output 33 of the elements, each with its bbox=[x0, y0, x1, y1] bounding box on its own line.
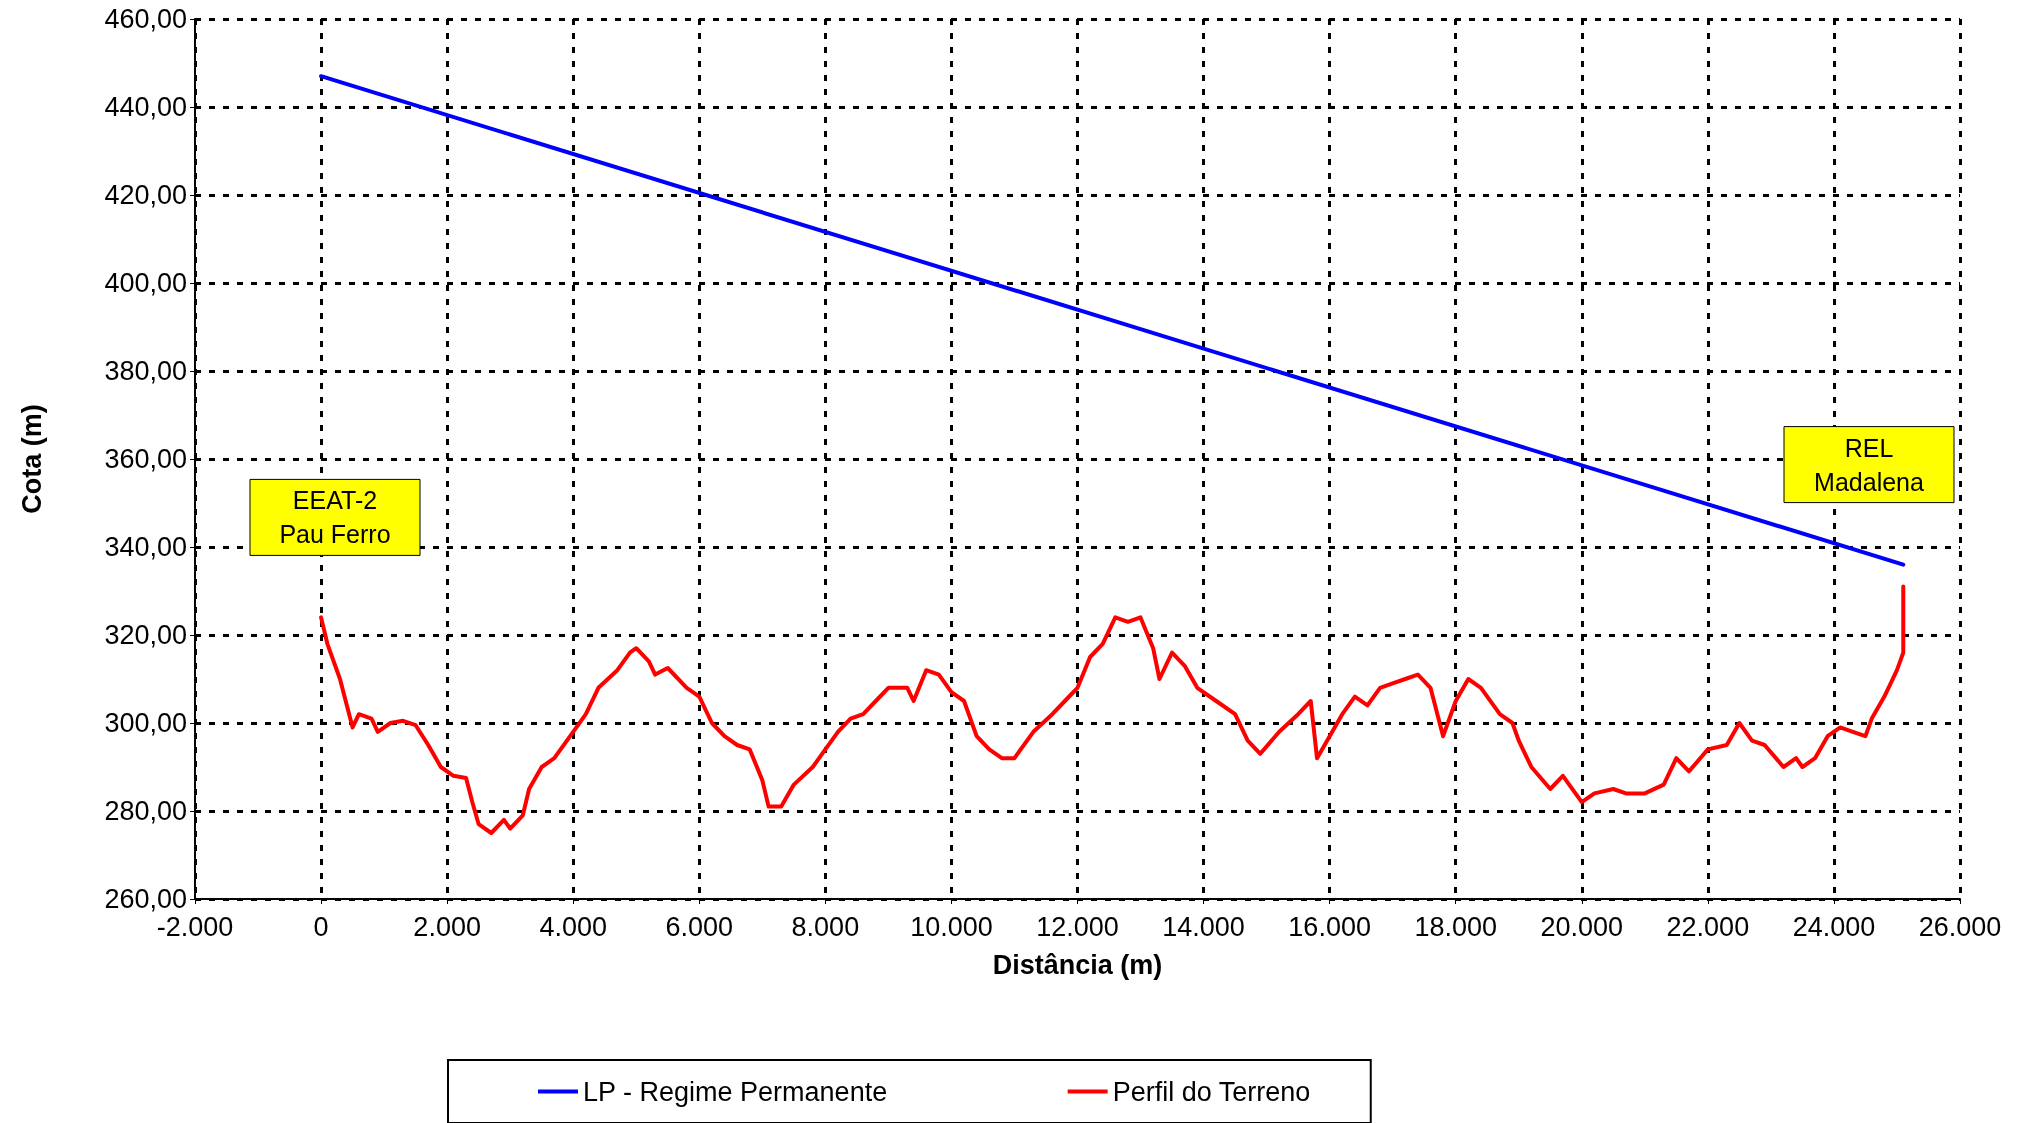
x-tick-label: 22.000 bbox=[1666, 911, 1750, 942]
y-axis-title: Cota (m) bbox=[16, 404, 47, 514]
x-tick-label: 18.000 bbox=[1414, 911, 1498, 942]
x-tick-label: 8.000 bbox=[791, 911, 860, 942]
annotation: REL Madalena bbox=[1814, 433, 1924, 496]
legend-label: Perfil do Terreno bbox=[1112, 1076, 1311, 1107]
x-tick-label: 10.000 bbox=[910, 911, 993, 942]
x-tick-label: -2.000 bbox=[156, 911, 234, 942]
y-tick-label: 440,00 bbox=[104, 92, 187, 122]
annotation: EEAT-2 Pau Ferro bbox=[279, 486, 391, 549]
y-tick-label: 420,00 bbox=[104, 180, 187, 210]
x-tick-label: 2.000 bbox=[413, 911, 481, 942]
x-tick-label: 14.000 bbox=[1162, 911, 1245, 942]
y-tick-label: 300,00 bbox=[104, 708, 187, 738]
y-tick-label: 380,00 bbox=[104, 356, 187, 386]
y-tick-label: 260,00 bbox=[104, 884, 187, 914]
x-tick-label: 12.000 bbox=[1036, 911, 1119, 942]
y-tick-label: 360,00 bbox=[104, 444, 187, 474]
legend-label: LP - Regime Permanente bbox=[583, 1076, 888, 1107]
y-tick-label: 460,00 bbox=[104, 4, 187, 34]
x-tick-label: 4.000 bbox=[539, 911, 607, 942]
x-tick-label: 26.000 bbox=[1918, 911, 2002, 942]
y-tick-label: 280,00 bbox=[104, 796, 187, 826]
x-tick-label: 16.000 bbox=[1288, 911, 1371, 942]
y-tick-label: 340,00 bbox=[104, 532, 187, 562]
x-tick-label: 6.000 bbox=[665, 911, 734, 942]
line-series bbox=[319, 584, 1906, 835]
x-tick-label: 0 bbox=[313, 911, 329, 942]
x-tick-label: 24.000 bbox=[1792, 911, 1876, 942]
y-tick-label: 320,00 bbox=[104, 620, 187, 650]
x-axis-title: Distância (m) bbox=[992, 949, 1163, 980]
x-tick-label: 20.000 bbox=[1540, 911, 1624, 942]
y-tick-label: 400,00 bbox=[104, 268, 187, 298]
